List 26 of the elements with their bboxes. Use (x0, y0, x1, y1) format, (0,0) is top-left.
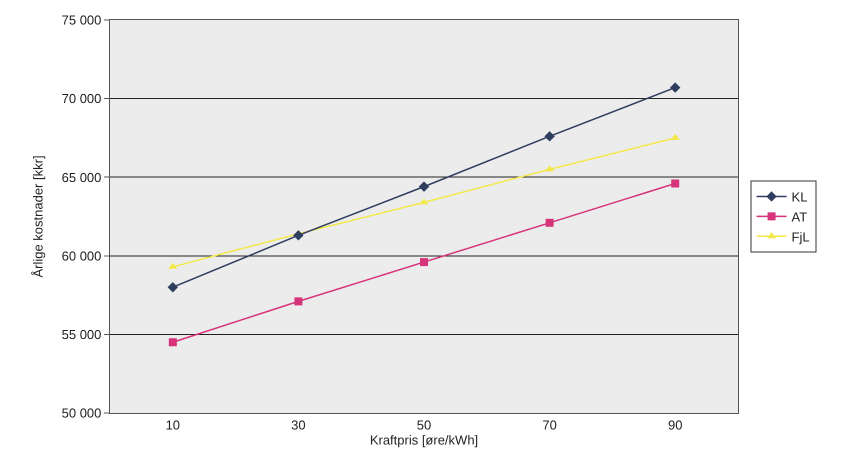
y-tick-label: 70 000 (62, 91, 102, 106)
point (168, 338, 177, 346)
point (546, 218, 554, 227)
point (670, 82, 680, 93)
x-axis-title: Kraftpris [øre/kWh] (370, 432, 478, 448)
y-tick-label: 75 000 (62, 12, 102, 28)
y-tick-label: 50 000 (62, 406, 102, 421)
x-tick-label: 30 (291, 418, 306, 433)
x-tick-label: 90 (668, 418, 682, 433)
x-tick-label: 70 (542, 418, 557, 433)
y-axis-title: Årlige kostnader [kkr] (30, 155, 46, 278)
point (293, 230, 304, 241)
point (418, 181, 430, 192)
x-tick-label: 10 (166, 418, 180, 433)
y-tick-label: 60 000 (62, 248, 102, 264)
point (294, 297, 302, 306)
legend-label: AT (792, 209, 808, 224)
point (420, 258, 428, 266)
legend-label: FjL (792, 229, 810, 244)
x-tick-label: 50 (416, 418, 432, 433)
legend-label: KL (792, 190, 808, 205)
y-tick-label: 55 000 (62, 326, 102, 342)
point (168, 282, 178, 292)
y-tick-label: 65 000 (62, 170, 102, 185)
point (671, 179, 680, 188)
point (544, 131, 555, 142)
